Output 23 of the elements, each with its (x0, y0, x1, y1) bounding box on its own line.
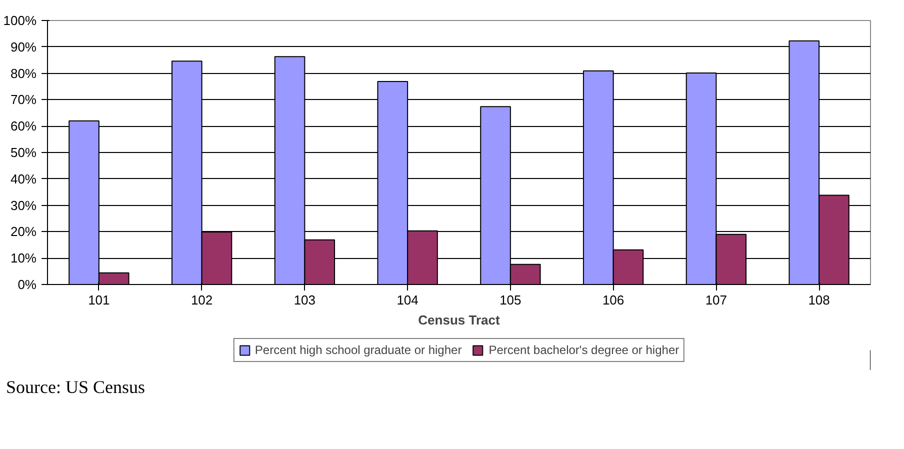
x-tick-label: 107 (705, 292, 728, 308)
x-tick-label: 105 (500, 292, 522, 308)
y-tick-label: 20% (10, 224, 37, 240)
x-tick-label: 102 (190, 292, 213, 308)
x-tick-label: 103 (294, 292, 316, 308)
y-tick-label: 10% (10, 250, 37, 266)
x-tick-label: 104 (396, 292, 418, 308)
y-tick-label: 30% (10, 198, 37, 213)
legend-label: Percent bachelor's degree or higher (488, 343, 680, 357)
y-tick-label: 80% (10, 66, 37, 81)
x-axis-title: Census Tract (418, 312, 500, 328)
source-note: Source: US Census (6, 376, 145, 399)
y-tick-label: 0% (18, 277, 37, 292)
y-tick-label: 40% (10, 171, 37, 186)
x-tick-label: 108 (808, 292, 830, 308)
y-tick-label: 100% (3, 13, 37, 28)
y-tick-label: 60% (10, 118, 37, 134)
x-tick-label: 101 (88, 292, 110, 308)
y-tick-label: 70% (10, 92, 37, 108)
y-tick-label: 90% (10, 39, 37, 54)
y-tick-label: 50% (10, 145, 37, 160)
x-tick-label: 106 (602, 292, 624, 308)
legend-label: Percent high school graduate or higher (254, 343, 462, 357)
